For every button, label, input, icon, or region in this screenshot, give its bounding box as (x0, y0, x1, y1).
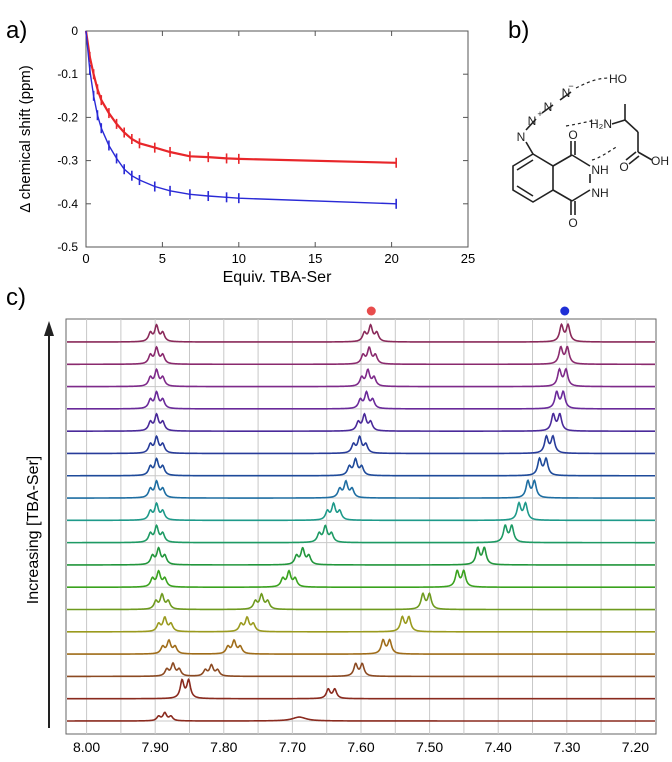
nmr-spectrum (67, 569, 655, 589)
nmr-spectrum (67, 367, 655, 388)
atom-label-o: O (568, 216, 577, 230)
bond (571, 154, 591, 167)
carbonyl-bond (628, 155, 640, 165)
peak-marker-dot (560, 306, 570, 316)
nmr-spectrum (67, 678, 655, 700)
bond (525, 118, 537, 131)
titration-plot-frame (85, 30, 469, 248)
nmr-spectrum (67, 322, 655, 343)
atom-label-o: O (619, 160, 628, 174)
nmr-spectrum (67, 523, 655, 544)
carbonyl-bond (625, 151, 637, 161)
x-tick-label: 7.80 (210, 739, 237, 755)
concentration-arrowhead (44, 321, 54, 336)
nmr-grid (66, 319, 656, 734)
chemical-structure (512, 77, 653, 215)
nmr-ylabel: Increasing [TBA-Ser] (25, 456, 42, 605)
atom-label-h2n: H₂N (590, 117, 612, 131)
atom-label-oh: OH (651, 154, 669, 168)
benzene-ring (512, 153, 554, 203)
atom-label-nh: NH (591, 163, 608, 177)
atom-label-o: O (568, 128, 577, 142)
nmr-peak-markers (366, 306, 570, 316)
y-tick-label: -0.4 (57, 197, 78, 211)
x-tick-label: 7.40 (485, 739, 512, 755)
panel-label-b: b) (508, 17, 529, 44)
x-tick-label: 25 (461, 251, 475, 266)
x-tick-label: 7.90 (142, 739, 169, 755)
ring-double-bond (516, 185, 534, 197)
atom-label-nh: NH (591, 186, 608, 200)
x-tick-label: 7.70 (279, 739, 306, 755)
hydrogen-bond (591, 145, 619, 161)
titration-y-ticks: 0 -0.1 -0.2 -0.3 -0.4 -0.5 (57, 24, 468, 254)
charge-minus: − (568, 81, 573, 91)
x-tick-label: 0 (82, 251, 89, 266)
bond (552, 154, 573, 167)
x-tick-label: 15 (308, 251, 322, 266)
bond (624, 119, 639, 133)
panel-label-c: c) (6, 284, 26, 311)
atom-label-n: N (562, 86, 571, 100)
y-tick-label: -0.1 (57, 67, 78, 81)
y-tick-label: -0.2 (57, 110, 78, 124)
nmr-spectrum (67, 390, 655, 410)
y-tick-label: 0 (71, 24, 78, 38)
panel-label-a: a) (6, 17, 27, 44)
atom-label-n: N (517, 130, 526, 144)
nmr-spectrum (67, 711, 655, 722)
nmr-spectrum (67, 501, 655, 522)
titration-x-ticks: 0 5 10 15 20 25 (82, 31, 475, 266)
nmr-x-ticks: 8.00 7.90 7.80 7.70 7.60 7.50 7.40 7.30 7.20 (73, 739, 649, 755)
nmr-spectrum (67, 661, 655, 678)
x-tick-label: 7.60 (347, 739, 374, 755)
x-tick-label: 10 (232, 251, 246, 266)
x-tick-label: 7.50 (416, 739, 443, 755)
bond (611, 119, 626, 125)
y-tick-label: -0.5 (57, 240, 78, 254)
nmr-spectrum (67, 638, 655, 655)
peak-marker-dot (366, 306, 376, 316)
titration-xlabel: Equiv. TBA-Ser (223, 269, 332, 286)
nmr-spectrum (67, 615, 655, 633)
titration-chart: 0 -0.1 -0.2 -0.3 -0.4 -0.5 0 5 10 15 20 25 Equiv. … (17, 24, 475, 286)
atom-label-ho: HO (609, 72, 627, 86)
nmr-spectrum (67, 345, 655, 366)
hydrogen-bond (565, 119, 597, 127)
bond (559, 91, 572, 101)
nmr-spectrum (67, 592, 655, 611)
x-tick-label: 7.20 (622, 739, 649, 755)
x-tick-label: 8.00 (73, 739, 100, 755)
ring-double-bond (516, 159, 534, 171)
nmr-spectrum (67, 434, 655, 455)
atom-label-n: N (528, 114, 537, 128)
titration-series (84, 30, 397, 209)
bond (637, 151, 653, 161)
charge-plus: + (537, 109, 542, 119)
nmr-spectrum (67, 456, 655, 477)
nmr-spectrum (67, 546, 655, 566)
nmr-spectra (67, 322, 655, 722)
nmr-stack-chart: 8.00 7.90 7.80 7.70 7.60 7.50 7.40 7.30 7.20 Inc… (25, 306, 657, 755)
x-tick-label: 20 (384, 251, 398, 266)
bond (552, 189, 573, 202)
nmr-spectrum (67, 412, 655, 432)
atom-label-n: N (544, 100, 553, 114)
bond (541, 104, 554, 114)
x-tick-label: 5 (159, 251, 166, 266)
bond (571, 189, 591, 202)
nmr-spectrum (67, 478, 655, 499)
titration-ylabel: Δ chemical shift (ppm) (17, 65, 34, 213)
x-tick-label: 7.30 (553, 739, 580, 755)
hydrogen-bond (575, 77, 611, 89)
y-tick-label: -0.3 (57, 154, 78, 168)
bond (525, 141, 534, 155)
